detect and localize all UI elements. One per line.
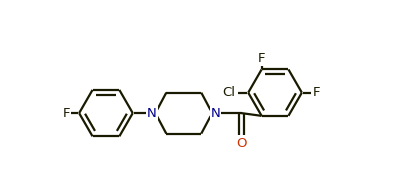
Text: N: N: [147, 107, 157, 120]
Text: F: F: [62, 107, 70, 120]
Text: O: O: [236, 137, 247, 150]
Text: F: F: [313, 86, 320, 99]
Text: F: F: [258, 52, 266, 65]
Text: N: N: [211, 107, 220, 120]
Text: Cl: Cl: [222, 86, 235, 99]
